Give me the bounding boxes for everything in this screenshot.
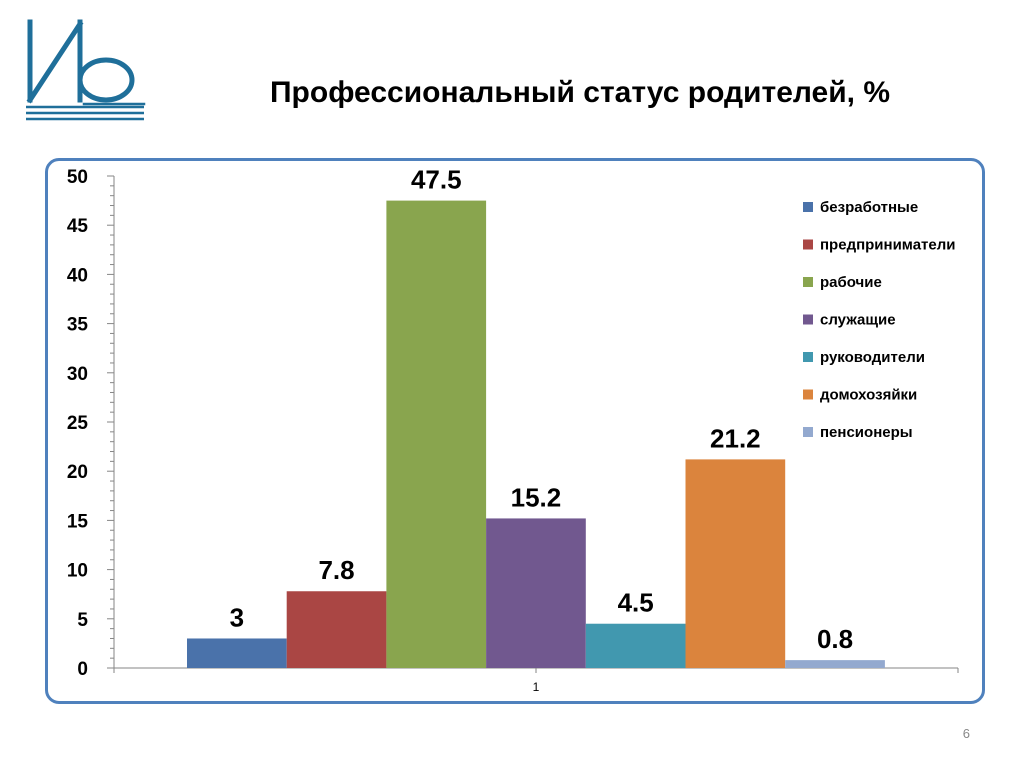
legend-swatch bbox=[803, 427, 813, 437]
legend-swatch bbox=[803, 202, 813, 212]
y-tick-label: 10 bbox=[67, 561, 88, 582]
legend-swatch bbox=[803, 277, 813, 287]
x-tick-label: 1 bbox=[533, 680, 540, 694]
y-tick-label: 20 bbox=[67, 462, 88, 483]
y-tick-label: 45 bbox=[67, 216, 89, 237]
y-tick-label: 0 bbox=[77, 659, 88, 680]
y-tick-label: 5 bbox=[77, 610, 88, 631]
y-tick-label: 30 bbox=[67, 364, 88, 385]
bar-data-label: 0.8 bbox=[817, 624, 853, 654]
legend-swatch bbox=[803, 389, 813, 400]
institution-logo bbox=[26, 19, 146, 121]
y-tick-label: 35 bbox=[67, 315, 89, 336]
bar-data-label: 7.8 bbox=[318, 555, 354, 585]
bar bbox=[486, 518, 586, 668]
slide-number: 6 bbox=[962, 726, 970, 741]
legend-swatch bbox=[803, 352, 813, 362]
bar bbox=[386, 200, 487, 668]
bar bbox=[187, 638, 287, 668]
y-tick-label: 40 bbox=[67, 265, 88, 286]
bar-data-label: 47.5 bbox=[411, 165, 462, 195]
bar bbox=[785, 660, 885, 668]
bar-data-label: 3 bbox=[230, 602, 244, 632]
legend-label: служащие bbox=[820, 312, 896, 329]
legend-label: рабочие bbox=[820, 274, 882, 291]
y-tick-label: 25 bbox=[67, 413, 89, 434]
slide-title: Профессиональный статус родителей, % bbox=[269, 76, 891, 109]
chart-frame bbox=[45, 158, 985, 704]
legend-swatch bbox=[803, 239, 813, 250]
y-tick-label: 50 bbox=[67, 167, 88, 188]
legend-label: домохозяйки bbox=[820, 387, 917, 404]
y-tick-label: 15 bbox=[67, 511, 89, 532]
legend-label: безработные bbox=[820, 199, 918, 216]
bar-data-label: 15.2 bbox=[511, 482, 562, 512]
bar bbox=[685, 459, 786, 668]
bar bbox=[286, 591, 387, 668]
legend-label: руководители bbox=[820, 349, 925, 366]
legend-label: пенсионеры bbox=[820, 424, 913, 441]
bar-data-label: 4.5 bbox=[618, 588, 654, 618]
legend-label: предприниматели bbox=[820, 237, 956, 254]
bar bbox=[585, 623, 686, 668]
bar-data-label: 21.2 bbox=[710, 423, 761, 453]
legend-swatch bbox=[803, 314, 813, 325]
